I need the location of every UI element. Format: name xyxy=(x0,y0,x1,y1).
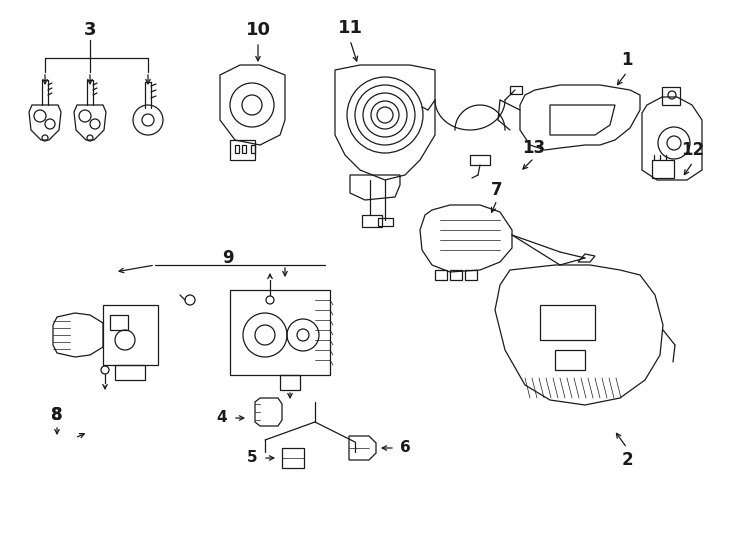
Text: 10: 10 xyxy=(245,21,271,39)
Bar xyxy=(435,270,447,280)
Text: 8: 8 xyxy=(51,406,62,424)
Bar xyxy=(110,315,128,330)
Text: 3: 3 xyxy=(84,21,96,39)
Bar xyxy=(242,145,246,153)
Bar xyxy=(251,145,255,153)
Text: 1: 1 xyxy=(621,51,633,69)
Bar xyxy=(230,290,330,375)
Bar xyxy=(282,448,304,468)
Bar xyxy=(470,155,490,165)
Text: 7: 7 xyxy=(491,181,503,199)
Bar xyxy=(103,305,158,365)
Bar xyxy=(465,270,477,280)
Bar xyxy=(115,365,145,380)
Bar xyxy=(280,375,300,390)
Bar xyxy=(378,218,393,226)
Text: 8: 8 xyxy=(51,406,62,424)
Text: 6: 6 xyxy=(399,441,410,456)
Bar xyxy=(510,86,522,94)
Text: 2: 2 xyxy=(621,451,633,469)
Bar xyxy=(555,350,585,370)
Text: 12: 12 xyxy=(681,141,705,159)
Text: 4: 4 xyxy=(217,410,228,426)
Text: 13: 13 xyxy=(523,139,545,157)
Bar xyxy=(450,270,462,280)
Bar xyxy=(652,160,674,178)
Text: 11: 11 xyxy=(338,19,363,37)
Text: 9: 9 xyxy=(222,249,234,267)
Bar xyxy=(235,145,239,153)
Bar xyxy=(540,305,595,340)
Bar xyxy=(362,215,382,227)
Text: 5: 5 xyxy=(247,450,258,465)
